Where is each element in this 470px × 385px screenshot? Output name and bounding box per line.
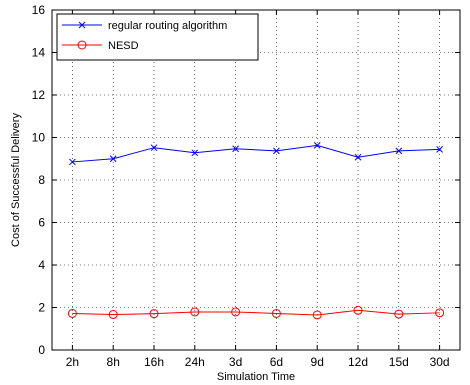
series-line: [72, 309, 440, 316]
legend-box: [56, 13, 259, 61]
grid-lines: [52, 10, 460, 350]
y-tick-label: 2: [38, 301, 45, 315]
legend-label: regular routing algorithm: [108, 20, 227, 32]
y-tick-label: 0: [38, 343, 45, 357]
legend-marker: [77, 40, 87, 50]
legend: regular routing algorithm NESD: [56, 13, 259, 61]
data-point: [354, 153, 362, 161]
data-point: [271, 308, 281, 318]
y-tick-label: 10: [32, 131, 46, 145]
data-point: [109, 155, 117, 163]
series-2: [67, 305, 445, 320]
data-point: [191, 149, 199, 157]
y-tick-label: 14: [32, 46, 46, 60]
x-tick-label: 12d: [348, 355, 368, 369]
x-tick-label: 3d: [229, 355, 242, 369]
data-point: [394, 309, 404, 319]
data-point: [395, 147, 403, 155]
data-point: [313, 142, 321, 149]
series-1: [69, 142, 443, 166]
data-point: [190, 307, 200, 317]
data-point: [150, 144, 158, 152]
y-tick-label: 12: [32, 88, 46, 102]
data-point: [353, 305, 363, 315]
x-tick-label: 9d: [311, 355, 324, 369]
legend-marker: [78, 21, 86, 29]
y-axis: 0 2 4 6 8 10 12 14 16: [32, 3, 460, 357]
x-axis: 2h 8h 16h 24h 3d 6d 9d 12d 15d 30d: [66, 10, 450, 369]
data-point: [273, 147, 280, 155]
data-point: [435, 308, 445, 318]
x-tick-label: 30d: [430, 355, 450, 369]
y-tick-label: 4: [38, 258, 45, 272]
x-tick-label: 8h: [107, 355, 120, 369]
x-tick-label: 15d: [389, 355, 409, 369]
y-tick-label: 16: [32, 3, 46, 17]
x-tick-label: 6d: [270, 355, 283, 369]
data-point: [149, 309, 159, 319]
y-tick-label: 8: [38, 173, 45, 187]
x-axis-label: Simulation Time: [217, 371, 295, 383]
x-tick-label: 24h: [185, 355, 205, 369]
series-line: [72, 144, 440, 163]
data-point: [67, 308, 77, 318]
legend-label: NESD: [108, 40, 139, 52]
y-axis-label: Cost of Successful Delivery: [10, 113, 22, 247]
series-layer: [67, 142, 445, 320]
y-tick-label: 6: [38, 216, 45, 230]
data-point: [436, 146, 443, 153]
data-point: [231, 307, 241, 317]
x-tick-label: 16h: [144, 355, 164, 369]
data-point: [108, 310, 118, 320]
data-point: [312, 310, 322, 320]
data-point: [232, 145, 239, 153]
data-point: [69, 158, 76, 166]
x-tick-label: 2h: [66, 355, 79, 369]
